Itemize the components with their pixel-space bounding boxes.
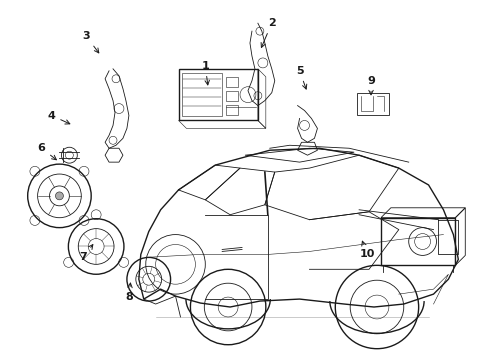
- Circle shape: [55, 192, 63, 200]
- Text: 4: 4: [47, 111, 70, 124]
- Bar: [178, 69, 257, 121]
- Bar: [225, 105, 238, 114]
- Text: 5: 5: [295, 66, 306, 89]
- Text: 6: 6: [38, 143, 56, 160]
- Text: 8: 8: [125, 283, 133, 302]
- Text: 1: 1: [201, 61, 209, 85]
- Text: 9: 9: [366, 76, 374, 95]
- Text: 10: 10: [359, 241, 374, 260]
- Text: 3: 3: [82, 31, 99, 53]
- Bar: [380, 218, 454, 265]
- Text: 7: 7: [79, 244, 93, 262]
- Text: 2: 2: [261, 18, 275, 48]
- Bar: [356, 93, 388, 114]
- Bar: [182, 73, 222, 117]
- Bar: [225, 91, 238, 100]
- Bar: [225, 77, 238, 87]
